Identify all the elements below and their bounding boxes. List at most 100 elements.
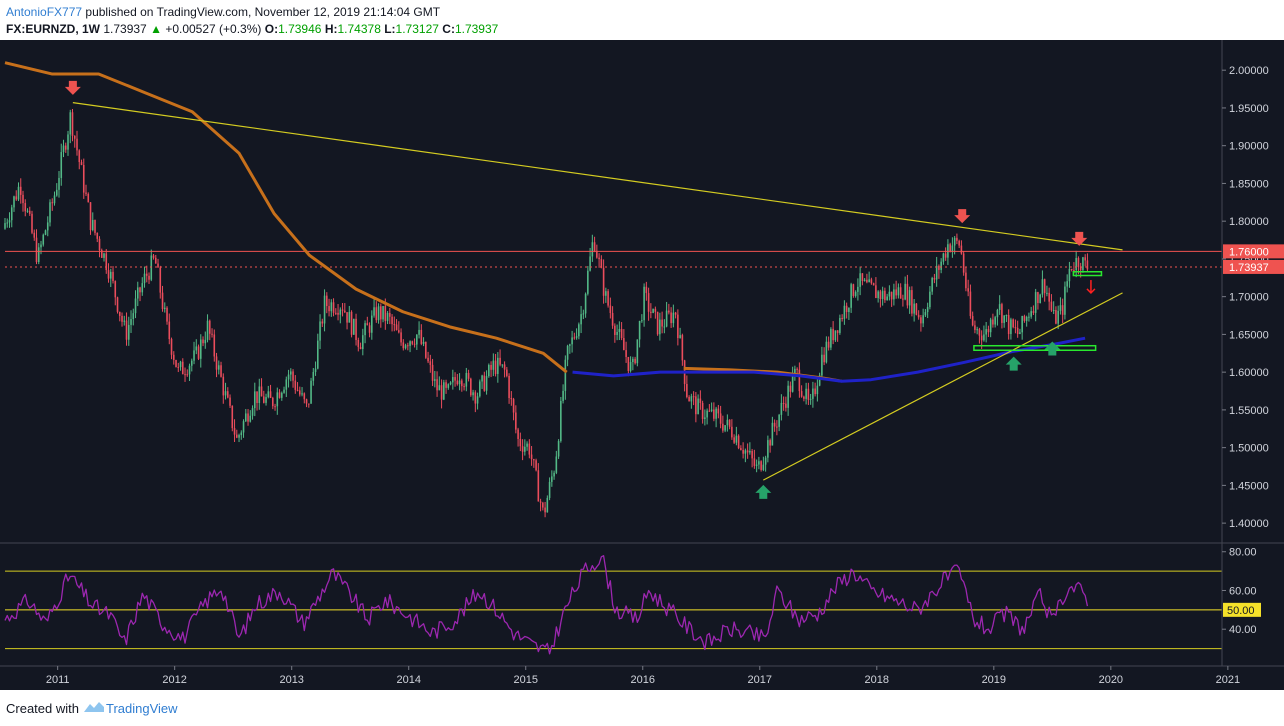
candle-body[interactable] xyxy=(1030,311,1032,317)
candle-body[interactable] xyxy=(1034,292,1037,313)
candle-body[interactable] xyxy=(530,454,533,460)
candle-body[interactable] xyxy=(1019,332,1021,334)
candle-body[interactable] xyxy=(127,324,130,340)
candle-body[interactable] xyxy=(73,135,76,139)
candle-body[interactable] xyxy=(305,399,308,404)
candle-body[interactable] xyxy=(670,312,672,324)
candle-body[interactable] xyxy=(546,497,549,513)
candle-body[interactable] xyxy=(400,332,402,343)
candle-body[interactable] xyxy=(962,253,965,273)
candle-body[interactable] xyxy=(503,364,506,370)
moving-average-short[interactable] xyxy=(572,336,1086,383)
candle-body[interactable] xyxy=(258,386,261,403)
candle-body[interactable] xyxy=(314,368,317,373)
candle-body[interactable] xyxy=(942,253,945,262)
candle-body[interactable] xyxy=(539,501,542,503)
candle-body[interactable] xyxy=(447,384,450,388)
candle-body[interactable] xyxy=(557,441,560,457)
candle-body[interactable] xyxy=(697,398,699,415)
candle-body[interactable] xyxy=(193,350,195,361)
candle-body[interactable] xyxy=(335,312,337,314)
candle-body[interactable] xyxy=(449,382,452,385)
candle-body[interactable] xyxy=(310,380,312,404)
candle-body[interactable] xyxy=(1086,260,1089,270)
candle-body[interactable] xyxy=(571,337,573,345)
candle-body[interactable] xyxy=(1021,316,1023,333)
candle-body[interactable] xyxy=(161,292,164,309)
candle-body[interactable] xyxy=(1041,279,1044,295)
candle-body[interactable] xyxy=(1050,301,1053,311)
candle-body[interactable] xyxy=(249,415,252,422)
candle-body[interactable] xyxy=(805,388,807,399)
candle-body[interactable] xyxy=(627,356,630,371)
candle-body[interactable] xyxy=(1016,327,1019,334)
candle-body[interactable] xyxy=(85,192,87,194)
candle-body[interactable] xyxy=(28,210,31,214)
candle-body[interactable] xyxy=(337,312,339,315)
candle-body[interactable] xyxy=(483,375,486,391)
tradingview-brand[interactable]: TradingView xyxy=(106,701,178,716)
candle-body[interactable] xyxy=(528,443,531,455)
candle-body[interactable] xyxy=(870,279,873,284)
candle-body[interactable] xyxy=(548,481,551,498)
candle-body[interactable] xyxy=(643,286,645,321)
candle-body[interactable] xyxy=(22,194,24,204)
candle-body[interactable] xyxy=(89,202,92,231)
candle-body[interactable] xyxy=(425,342,427,358)
candle-body[interactable] xyxy=(292,371,294,381)
candle-body[interactable] xyxy=(902,298,904,300)
candle-body[interactable] xyxy=(890,291,893,300)
candle-body[interactable] xyxy=(629,362,632,371)
candle-body[interactable] xyxy=(753,458,756,466)
candle-body[interactable] xyxy=(307,403,310,405)
candle-body[interactable] xyxy=(362,335,364,350)
candle-body[interactable] xyxy=(55,189,58,196)
candle-body[interactable] xyxy=(564,359,567,391)
candle-body[interactable] xyxy=(566,345,569,360)
candle-body[interactable] xyxy=(1023,316,1026,321)
candle-body[interactable] xyxy=(713,409,715,419)
candle-body[interactable] xyxy=(661,319,663,327)
candle-body[interactable] xyxy=(253,391,256,409)
candle-body[interactable] xyxy=(87,193,90,203)
candle-body[interactable] xyxy=(251,408,254,416)
candle-body[interactable] xyxy=(10,207,13,221)
candle-body[interactable] xyxy=(969,291,972,317)
candle-body[interactable] xyxy=(393,324,396,326)
candle-body[interactable] xyxy=(796,368,798,370)
candle-body[interactable] xyxy=(710,409,713,411)
candle-body[interactable] xyxy=(544,507,546,513)
candle-body[interactable] xyxy=(395,324,398,331)
candle-body[interactable] xyxy=(231,405,234,429)
candle-body[interactable] xyxy=(843,305,846,319)
candle-body[interactable] xyxy=(620,329,623,339)
candle-body[interactable] xyxy=(652,308,654,313)
candle-body[interactable] xyxy=(35,237,38,262)
candle-body[interactable] xyxy=(971,316,974,326)
candle-body[interactable] xyxy=(996,309,999,318)
candle-body[interactable] xyxy=(267,391,270,398)
candle-body[interactable] xyxy=(8,220,11,223)
candle-body[interactable] xyxy=(519,438,522,447)
candle-body[interactable] xyxy=(960,245,963,254)
candle-body[interactable] xyxy=(789,385,792,392)
candle-body[interactable] xyxy=(445,382,447,388)
candle-body[interactable] xyxy=(1064,286,1066,315)
candle-body[interactable] xyxy=(217,365,220,370)
candle-body[interactable] xyxy=(404,345,407,349)
candle-body[interactable] xyxy=(989,319,992,333)
candle-body[interactable] xyxy=(654,308,657,312)
down-arrow-icon[interactable] xyxy=(64,80,81,95)
candle-body[interactable] xyxy=(762,464,765,470)
candle-body[interactable] xyxy=(37,247,40,262)
candle-body[interactable] xyxy=(454,377,456,381)
candle-body[interactable] xyxy=(587,270,589,294)
candle-body[interactable] xyxy=(884,290,886,301)
candle-body[interactable] xyxy=(897,287,900,296)
candle-body[interactable] xyxy=(602,267,605,296)
candle-body[interactable] xyxy=(105,253,108,271)
candle-body[interactable] xyxy=(256,391,258,403)
candle-body[interactable] xyxy=(298,390,301,395)
candle-body[interactable] xyxy=(226,391,229,398)
candle-body[interactable] xyxy=(494,360,497,374)
